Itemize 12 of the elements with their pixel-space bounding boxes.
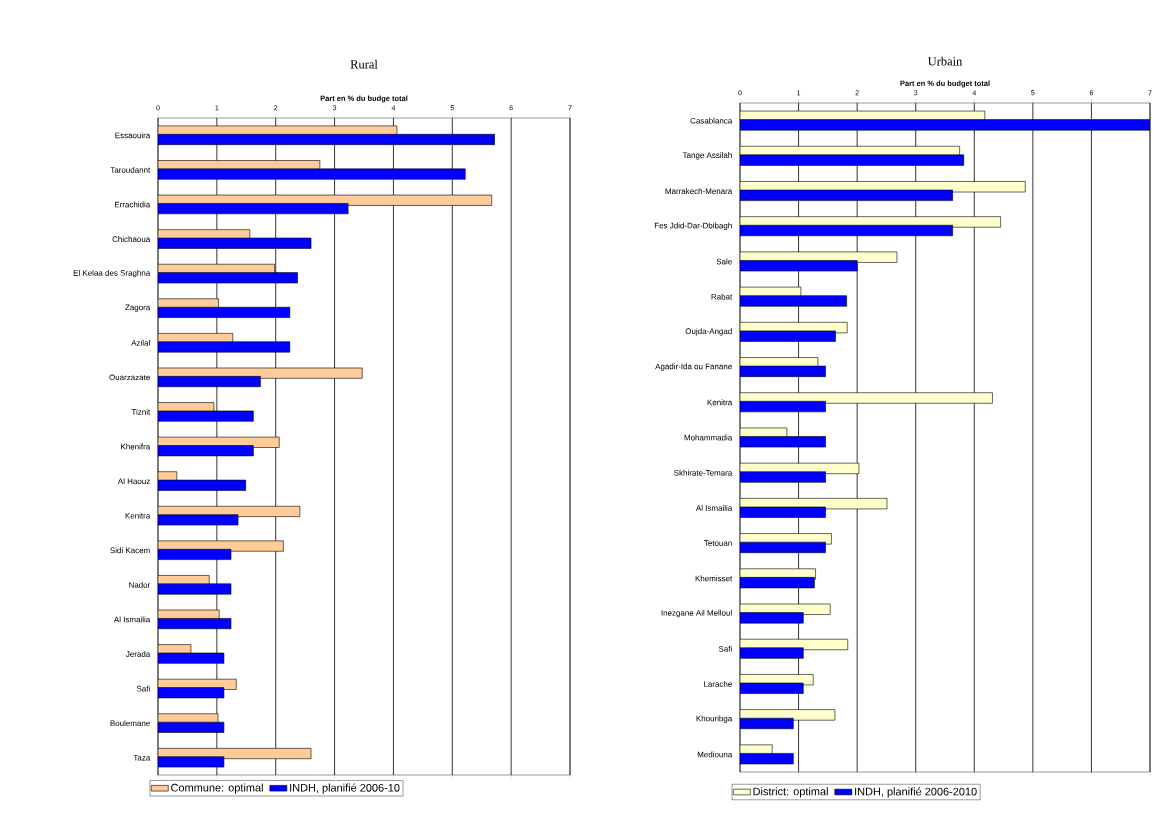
chart-title: Urbain: [927, 56, 963, 66]
bar: [740, 471, 826, 483]
legend-label: INDH, planifié 2006-2010: [855, 787, 977, 798]
bar: [158, 583, 232, 595]
bar: [740, 154, 965, 166]
legend-label: Commune: optimal: [171, 783, 263, 794]
legend-label: INDH, planifié 2006-10: [290, 783, 400, 794]
chart-title: Rural: [350, 59, 378, 69]
bar: [740, 647, 804, 659]
bar: [740, 295, 847, 307]
legend-label: District: optimal: [753, 787, 828, 798]
bar: [740, 119, 1151, 131]
